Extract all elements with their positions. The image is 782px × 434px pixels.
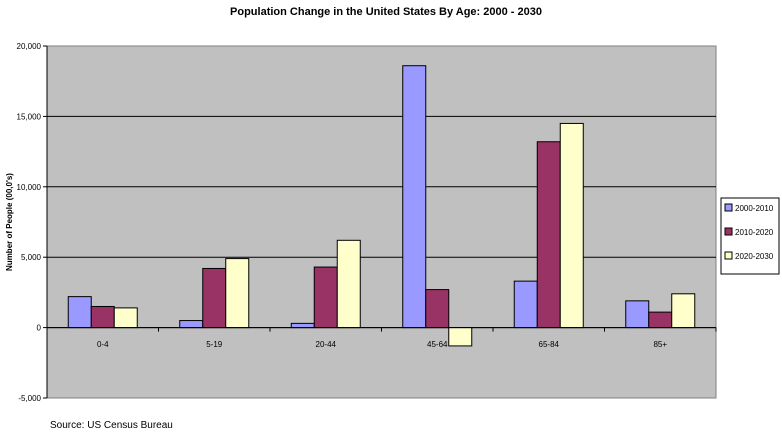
y-tick-label: 5,000 xyxy=(21,253,42,262)
y-tick-label: 20,000 xyxy=(17,42,42,51)
bar-65-84-2000-2010 xyxy=(513,280,538,329)
bar-5-19-2020-2030 xyxy=(225,258,250,329)
bar-0-4-2020-2030 xyxy=(113,307,138,329)
bars xyxy=(47,65,716,347)
y-tick-label: -5,000 xyxy=(18,394,41,403)
bar-65-84-2020-2030 xyxy=(559,122,584,329)
y-axis-label: Number of People (00,0's) xyxy=(5,173,14,271)
bar-20-44-2020-2030 xyxy=(336,239,361,329)
x-axis-ticks: 0-4 5-19 20-44 45-64 65-84 85+ xyxy=(46,327,717,349)
legend-label: 2010-2020 xyxy=(735,228,774,237)
bar-5-19-2010-2020 xyxy=(202,267,227,329)
bar-45-64-2000-2010 xyxy=(402,65,427,329)
bar-85+-2000-2010 xyxy=(625,300,650,329)
plot-area xyxy=(46,45,717,399)
bar-20-44-2000-2010 xyxy=(290,322,315,329)
bar-85+-2020-2030 xyxy=(671,293,696,329)
y-axis-ticks: -5,000 0 5,000 10,000 15,000 20,000 xyxy=(17,42,48,403)
bar-5-19-2000-2010 xyxy=(179,320,204,329)
y-tick-label: 15,000 xyxy=(17,112,42,121)
x-tick-label: 0-4 xyxy=(97,340,109,349)
legend-swatch xyxy=(724,227,733,236)
legend-label: 2020-2030 xyxy=(735,252,774,261)
bar-45-64-2010-2020 xyxy=(425,289,450,329)
y-tick-label: 0 xyxy=(37,324,42,333)
y-tick-label: 10,000 xyxy=(17,183,42,192)
x-tick-label: 45-64 xyxy=(427,340,448,349)
legend-swatch xyxy=(724,251,733,260)
bar-0-4-2000-2010 xyxy=(67,296,92,329)
legend-label: 2000-2010 xyxy=(735,204,774,213)
x-tick-label: 85+ xyxy=(653,340,667,349)
x-tick-label: 20-44 xyxy=(316,340,337,349)
legend-swatch xyxy=(724,203,733,212)
legend: 2000-2010 2010-2020 2020-2030 xyxy=(720,197,780,275)
bar-45-64-2020-2030 xyxy=(448,327,473,347)
x-tick-label: 5-19 xyxy=(206,340,223,349)
bar-0-4-2010-2020 xyxy=(90,305,115,329)
bar-20-44-2010-2020 xyxy=(313,266,338,329)
bar-85+-2010-2020 xyxy=(648,311,673,329)
chart-title: Population Change in the United States B… xyxy=(230,6,542,18)
x-tick-label: 65-84 xyxy=(539,340,560,349)
source-note: Source: US Census Bureau xyxy=(50,420,173,431)
bar-65-84-2010-2020 xyxy=(536,141,561,329)
